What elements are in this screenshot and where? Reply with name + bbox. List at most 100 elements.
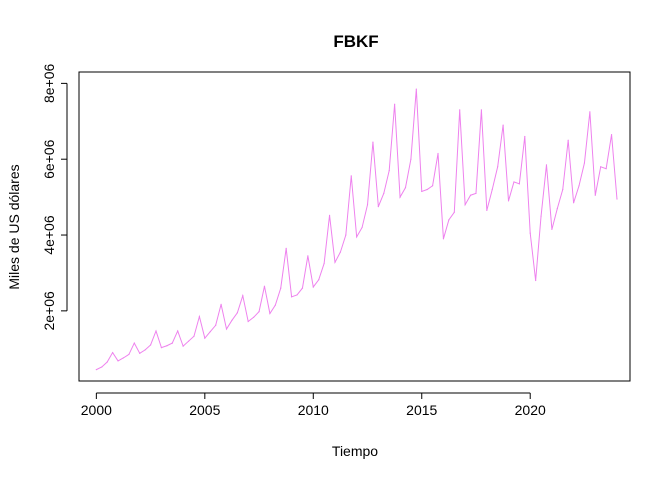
data-point bbox=[215, 324, 217, 326]
data-point bbox=[350, 175, 352, 177]
data-point bbox=[578, 185, 580, 187]
data-point bbox=[187, 340, 190, 342]
data-point bbox=[128, 353, 130, 356]
data-point bbox=[231, 319, 233, 321]
data-point bbox=[562, 188, 564, 191]
data-point bbox=[518, 183, 520, 185]
data-point bbox=[573, 202, 575, 204]
data-point bbox=[171, 342, 173, 344]
data-point bbox=[318, 279, 320, 281]
series-points bbox=[95, 88, 618, 371]
data-point bbox=[535, 279, 537, 282]
data-point bbox=[274, 304, 276, 306]
data-point bbox=[160, 347, 163, 349]
data-point bbox=[605, 168, 607, 170]
data-point bbox=[193, 335, 195, 337]
data-point bbox=[122, 357, 125, 359]
x-axis-label: Tiempo bbox=[332, 443, 378, 459]
data-point bbox=[426, 188, 428, 191]
data-point bbox=[545, 164, 548, 166]
data-point bbox=[225, 328, 228, 330]
data-point bbox=[448, 219, 450, 221]
data-point bbox=[567, 139, 569, 141]
data-point bbox=[280, 287, 282, 289]
data-point bbox=[285, 247, 287, 249]
data-point bbox=[339, 251, 341, 253]
data-point bbox=[106, 361, 108, 363]
y-tick-label: 6e+06 bbox=[41, 139, 57, 179]
data-point bbox=[166, 345, 168, 347]
x-axis: 2000 2005 2010 2015 2020 bbox=[81, 392, 546, 418]
data-point bbox=[101, 366, 103, 368]
data-point bbox=[144, 349, 146, 351]
y-tick-label: 2e+06 bbox=[41, 291, 57, 331]
x-tick-label: 2005 bbox=[189, 402, 220, 418]
data-point bbox=[258, 311, 260, 313]
data-point bbox=[475, 192, 477, 194]
data-point bbox=[529, 232, 531, 234]
plot-frame bbox=[78, 71, 631, 382]
y-axis-label: Miles de US dólares bbox=[6, 164, 22, 289]
data-point bbox=[263, 285, 266, 287]
data-point bbox=[133, 342, 135, 344]
data-point bbox=[236, 312, 238, 314]
data-point bbox=[149, 344, 152, 346]
data-point bbox=[290, 296, 293, 298]
data-point bbox=[415, 88, 417, 90]
data-point bbox=[312, 286, 314, 288]
data-point bbox=[356, 236, 358, 238]
data-point bbox=[594, 194, 596, 196]
data-point bbox=[442, 238, 445, 240]
data-point bbox=[616, 198, 618, 200]
data-point bbox=[491, 188, 493, 191]
data-point bbox=[372, 141, 374, 143]
y-axis: 2e+06 4e+06 6e+06 8e+06 bbox=[41, 64, 68, 331]
data-point bbox=[139, 352, 141, 354]
data-point bbox=[377, 206, 379, 208]
data-point bbox=[513, 181, 515, 183]
data-point bbox=[551, 228, 553, 230]
data-point bbox=[301, 287, 304, 289]
x-tick-label: 2020 bbox=[515, 402, 546, 418]
data-point bbox=[242, 295, 244, 297]
data-point bbox=[220, 303, 222, 306]
data-point bbox=[410, 158, 412, 160]
data-point bbox=[459, 109, 461, 111]
chart-title: FBKF bbox=[333, 32, 378, 51]
data-point bbox=[600, 166, 602, 168]
data-point bbox=[556, 207, 558, 210]
y-tick-label: 4e+06 bbox=[41, 215, 57, 255]
data-point bbox=[497, 166, 499, 168]
x-tick-label: 2015 bbox=[406, 402, 437, 418]
data-point bbox=[296, 294, 298, 296]
data-point bbox=[502, 124, 504, 126]
x-tick-label: 2010 bbox=[298, 402, 329, 418]
data-point bbox=[404, 187, 407, 189]
data-point bbox=[177, 330, 179, 332]
data-point bbox=[464, 204, 466, 206]
data-point bbox=[334, 261, 336, 263]
series-line bbox=[96, 89, 618, 371]
data-point bbox=[399, 196, 401, 198]
data-point bbox=[247, 320, 249, 323]
data-point bbox=[269, 312, 271, 315]
data-point bbox=[394, 103, 396, 105]
data-point bbox=[453, 211, 455, 213]
data-point bbox=[155, 330, 157, 332]
data-point bbox=[383, 192, 385, 194]
data-point bbox=[589, 111, 591, 113]
data-point bbox=[323, 262, 325, 265]
y-tick-label: 8e+06 bbox=[41, 64, 57, 104]
data-point bbox=[307, 255, 309, 257]
data-point bbox=[388, 169, 390, 172]
data-point bbox=[540, 215, 542, 217]
data-point bbox=[345, 234, 347, 236]
data-point bbox=[361, 226, 363, 229]
data-point bbox=[421, 190, 423, 193]
data-point bbox=[486, 209, 488, 211]
data-point bbox=[253, 316, 255, 318]
data-point bbox=[366, 204, 369, 206]
data-point bbox=[524, 135, 526, 138]
data-point bbox=[610, 133, 613, 136]
